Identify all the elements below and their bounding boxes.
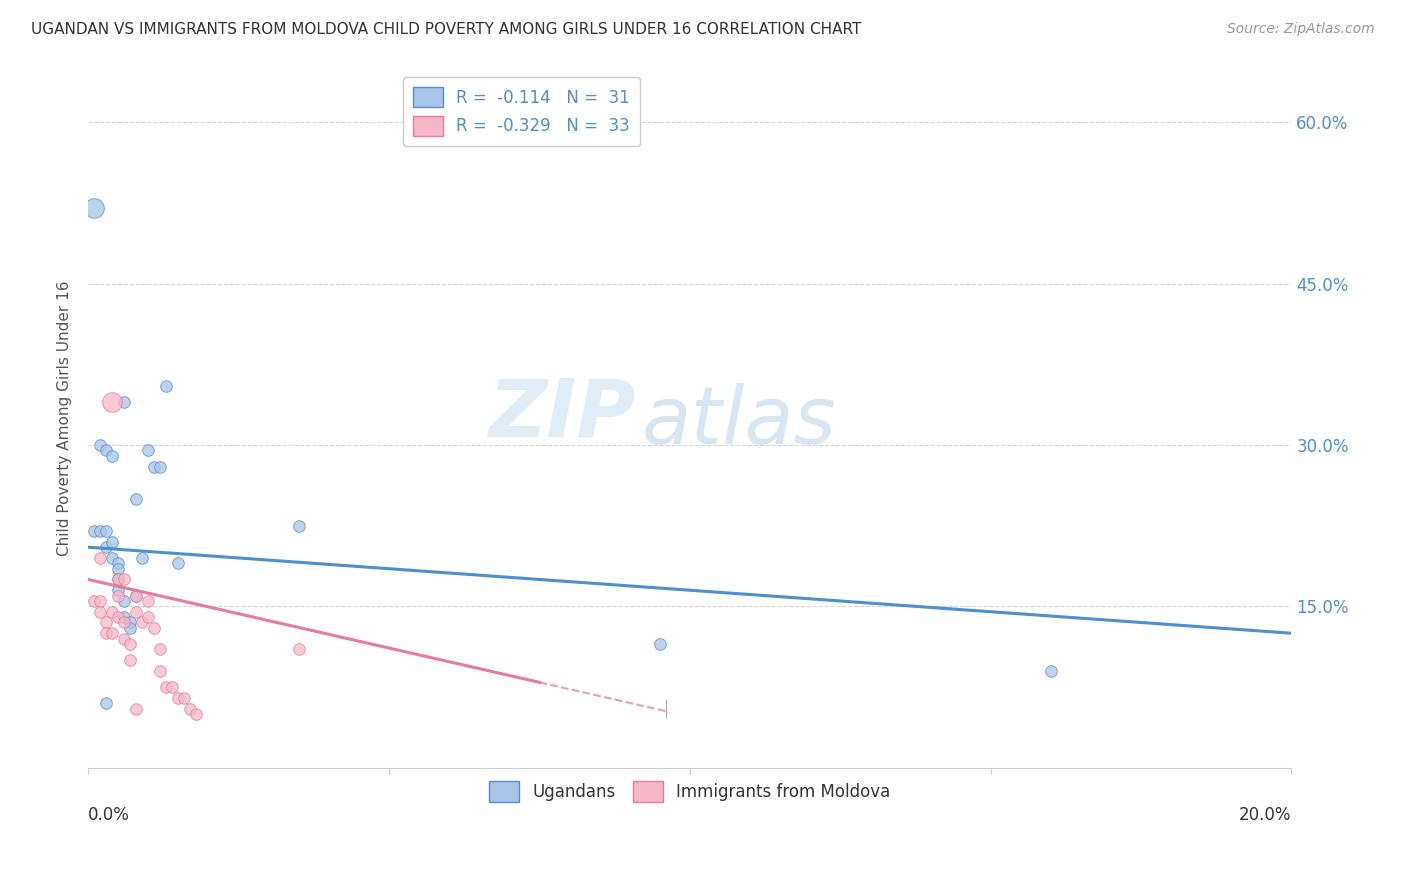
Point bbox=[96, 540, 118, 554]
Point bbox=[136, 443, 159, 458]
Point bbox=[101, 605, 124, 619]
Point bbox=[107, 610, 129, 624]
Point bbox=[112, 610, 135, 624]
Point bbox=[125, 589, 148, 603]
Point bbox=[1039, 664, 1062, 678]
Point bbox=[120, 653, 142, 667]
Point bbox=[120, 637, 142, 651]
Point bbox=[287, 642, 309, 657]
Point bbox=[96, 615, 118, 630]
Text: 0.0%: 0.0% bbox=[89, 806, 129, 824]
Point bbox=[179, 701, 201, 715]
Point bbox=[101, 395, 124, 409]
Point bbox=[125, 701, 148, 715]
Point bbox=[101, 626, 124, 640]
Point bbox=[89, 605, 111, 619]
Point bbox=[125, 605, 148, 619]
Point bbox=[96, 443, 118, 458]
Point bbox=[155, 680, 177, 694]
Point bbox=[287, 518, 309, 533]
Point bbox=[112, 594, 135, 608]
Point bbox=[136, 594, 159, 608]
Point bbox=[120, 621, 142, 635]
Y-axis label: Child Poverty Among Girls Under 16: Child Poverty Among Girls Under 16 bbox=[58, 280, 72, 556]
Text: ZIP: ZIP bbox=[488, 376, 636, 454]
Point bbox=[101, 449, 124, 463]
Text: Source: ZipAtlas.com: Source: ZipAtlas.com bbox=[1227, 22, 1375, 37]
Point bbox=[101, 534, 124, 549]
Point bbox=[162, 680, 184, 694]
Point bbox=[96, 524, 118, 538]
Point bbox=[96, 696, 118, 710]
Point bbox=[107, 562, 129, 576]
Point bbox=[143, 621, 166, 635]
Point bbox=[136, 610, 159, 624]
Point bbox=[107, 589, 129, 603]
Point bbox=[112, 615, 135, 630]
Point bbox=[120, 615, 142, 630]
Point bbox=[131, 551, 153, 566]
Text: atlas: atlas bbox=[641, 383, 837, 460]
Point bbox=[112, 573, 135, 587]
Point bbox=[143, 459, 166, 474]
Point bbox=[125, 491, 148, 506]
Point bbox=[89, 594, 111, 608]
Point bbox=[112, 395, 135, 409]
Point bbox=[107, 573, 129, 587]
Point bbox=[149, 664, 172, 678]
Point bbox=[101, 551, 124, 566]
Point bbox=[83, 202, 105, 216]
Point bbox=[167, 557, 190, 571]
Point bbox=[89, 524, 111, 538]
Point bbox=[89, 438, 111, 452]
Text: UGANDAN VS IMMIGRANTS FROM MOLDOVA CHILD POVERTY AMONG GIRLS UNDER 16 CORRELATIO: UGANDAN VS IMMIGRANTS FROM MOLDOVA CHILD… bbox=[31, 22, 862, 37]
Point bbox=[107, 583, 129, 598]
Point bbox=[149, 459, 172, 474]
Point bbox=[96, 626, 118, 640]
Point bbox=[107, 557, 129, 571]
Point bbox=[107, 573, 129, 587]
Point bbox=[186, 706, 208, 721]
Point bbox=[149, 642, 172, 657]
Point bbox=[648, 637, 671, 651]
Point bbox=[173, 690, 195, 705]
Point bbox=[155, 379, 177, 393]
Point bbox=[112, 632, 135, 646]
Text: 20.0%: 20.0% bbox=[1239, 806, 1292, 824]
Legend: Ugandans, Immigrants from Moldova: Ugandans, Immigrants from Moldova bbox=[482, 774, 897, 808]
Point bbox=[167, 690, 190, 705]
Point bbox=[89, 551, 111, 566]
Point bbox=[83, 524, 105, 538]
Point bbox=[83, 594, 105, 608]
Point bbox=[131, 615, 153, 630]
Point bbox=[125, 589, 148, 603]
